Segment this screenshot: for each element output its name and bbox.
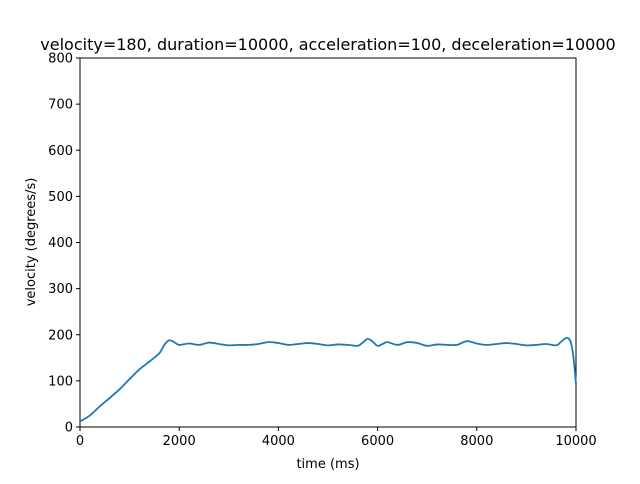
y-tick-label: 100: [48, 374, 73, 389]
y-tick-label: 600: [48, 144, 73, 159]
y-axis-ticks: 0 100 200 300 400 500 600 700 800: [48, 52, 80, 436]
y-tick-label: 500: [48, 190, 73, 205]
y-tick-label: 200: [48, 328, 73, 343]
velocity-series-line: [79, 336, 577, 423]
x-tick-label: 0: [76, 434, 84, 449]
chart-title: velocity=180, duration=10000, accelerati…: [40, 35, 615, 54]
y-tick-label: 0: [65, 421, 73, 436]
y-axis-label: velocity (degrees/s): [24, 178, 39, 307]
x-tick-label: 2000: [163, 434, 196, 449]
plot-area: [79, 57, 577, 428]
y-tick-label: 300: [48, 282, 73, 297]
y-tick-label: 800: [48, 52, 73, 67]
y-tick-label: 400: [48, 236, 73, 251]
y-tick-label: 700: [48, 98, 73, 113]
x-tick-label: 8000: [460, 434, 493, 449]
x-tick-label: 10000: [555, 434, 596, 449]
x-tick-label: 6000: [361, 434, 394, 449]
x-tick-label: 4000: [262, 434, 295, 449]
x-axis-label: time (ms): [296, 457, 359, 472]
x-axis-ticks: 0 2000 4000 6000 8000 10000: [76, 427, 597, 449]
